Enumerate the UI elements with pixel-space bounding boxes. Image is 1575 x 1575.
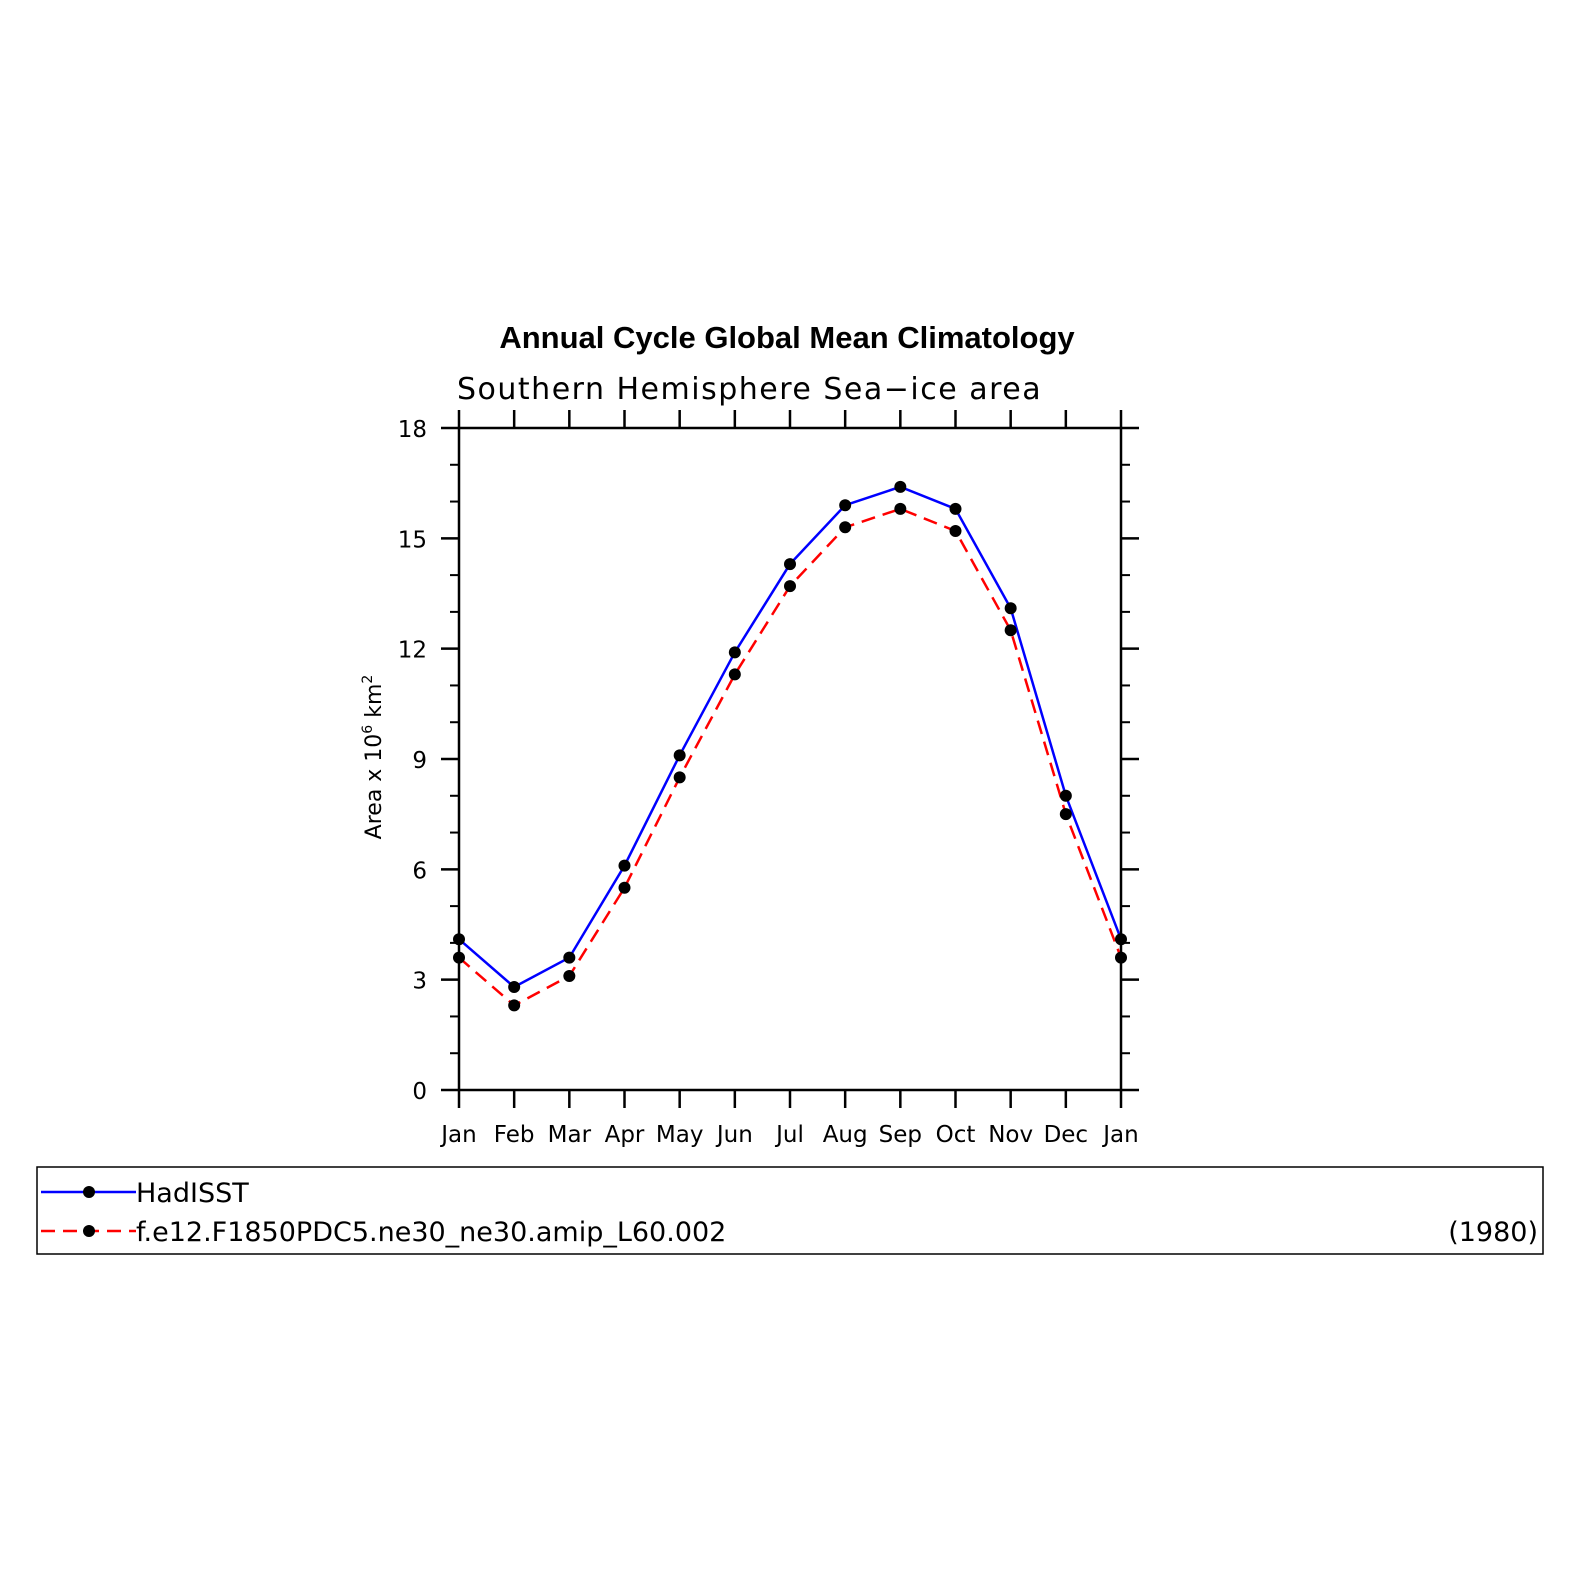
x-tick-label: Oct xyxy=(936,1122,976,1148)
data-point xyxy=(894,480,907,493)
data-point xyxy=(1059,808,1072,821)
legend-label: f.e12.F1850PDC5.ne30_ne30.amip_L60.002 xyxy=(136,1217,726,1248)
y-tick-label: 0 xyxy=(412,1079,427,1105)
data-point xyxy=(618,881,631,894)
chart-title: Annual Cycle Global Mean Climatology xyxy=(499,320,1075,355)
data-point xyxy=(894,502,907,515)
y-tick-label: 9 xyxy=(412,748,427,774)
data-point xyxy=(508,999,521,1012)
x-tick-label: Jul xyxy=(774,1122,804,1148)
data-point xyxy=(949,524,962,537)
plot-frame xyxy=(457,426,1123,1092)
data-point xyxy=(508,981,521,994)
y-tick-label: 15 xyxy=(398,527,427,553)
legend: HadISST f.e12.F1850PDC5.ne30_ne30.amip_L6… xyxy=(41,1178,1538,1248)
y-tick-label: 12 xyxy=(398,638,427,664)
x-tick-label: Apr xyxy=(605,1122,645,1148)
x-tick-label: Jun xyxy=(715,1122,753,1148)
chart-subtitle: Southern Hemisphere Sea−ice area xyxy=(457,372,1042,407)
data-point xyxy=(839,499,852,512)
x-tick-label: May xyxy=(656,1122,704,1148)
legend-note: (1980) xyxy=(1448,1217,1538,1248)
data-point xyxy=(728,646,741,659)
data-point xyxy=(1115,951,1127,964)
data-point xyxy=(1004,624,1017,637)
x-tick-label: Feb xyxy=(494,1122,535,1148)
series-layer xyxy=(453,480,1127,1012)
y-tick-label: 3 xyxy=(412,969,427,995)
x-tick-label: Jan xyxy=(1101,1122,1138,1148)
data-point xyxy=(784,580,796,593)
x-tick-label: Dec xyxy=(1044,1122,1089,1148)
legend-marker xyxy=(83,1225,95,1237)
data-point xyxy=(949,502,962,515)
data-point xyxy=(1059,789,1072,802)
data-point xyxy=(563,969,576,982)
legend-marker xyxy=(83,1186,95,1198)
data-point xyxy=(728,668,741,681)
data-point xyxy=(453,951,465,964)
legend-box xyxy=(36,1166,1544,1255)
x-tick-label: Mar xyxy=(548,1122,592,1148)
x-tick-label: Jan xyxy=(439,1122,476,1148)
axis-ticks: Jan Feb Mar Apr May Jun Jul Aug Sep Oct Nov Dec Jan 0… xyxy=(398,410,1139,1148)
x-tick-label: Nov xyxy=(988,1122,1033,1148)
x-tick-label: Aug xyxy=(823,1122,868,1148)
data-point xyxy=(1115,933,1127,946)
y-axis-label: Area x 106 km2 xyxy=(360,675,387,840)
data-point xyxy=(784,558,796,571)
y-tick-label: 18 xyxy=(398,417,427,443)
data-point xyxy=(618,859,631,872)
y-tick-label: 6 xyxy=(412,858,427,884)
legend-label: HadISST xyxy=(136,1178,249,1209)
data-point xyxy=(673,749,686,762)
data-point xyxy=(1004,602,1017,615)
x-tick-label: Sep xyxy=(879,1122,922,1148)
data-point xyxy=(839,521,852,534)
data-point xyxy=(563,951,576,964)
data-point xyxy=(673,771,686,784)
data-point xyxy=(453,933,465,946)
